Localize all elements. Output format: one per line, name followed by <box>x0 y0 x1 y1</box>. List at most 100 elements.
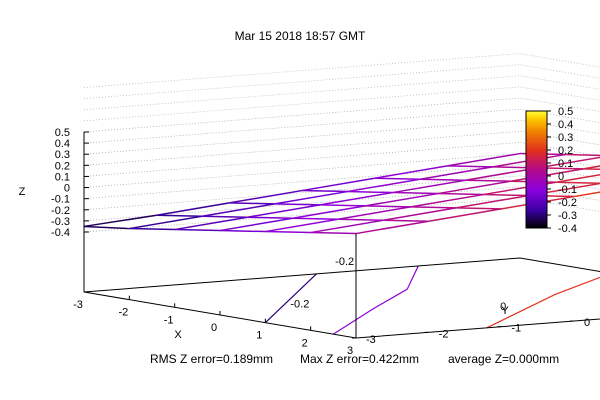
average-z-text: average Z=0.000mm <box>448 352 559 366</box>
surface-gridline <box>573 191 600 198</box>
z-tick-label: 0 <box>64 183 70 195</box>
surface-gridline <box>410 206 457 209</box>
surface-gridline <box>129 227 175 231</box>
colorbar-tick-label: -0.1 <box>558 184 577 196</box>
z-axis-label: Z <box>19 186 26 198</box>
surface-gridline <box>265 218 339 233</box>
surface-gridline <box>383 207 457 221</box>
surface-gridline <box>465 179 511 182</box>
colorbar <box>525 110 548 229</box>
contour-labels: -0.200.20.4-0.20 <box>290 256 506 313</box>
z-tick-label: 0.3 <box>55 149 70 161</box>
surface-gridline <box>319 191 393 206</box>
z-tick-label: -0.1 <box>51 194 70 206</box>
surface-gridline <box>419 178 466 181</box>
surface-gridline <box>374 177 421 180</box>
x-tick-labels: -3 -2 -1 0 1 2 3 <box>73 299 353 357</box>
colorbar-tick-label: 0 <box>558 171 564 183</box>
colorbar-tick-label: 0.2 <box>558 145 573 157</box>
z-tick-label: -0.3 <box>51 216 70 228</box>
colorbar-tick-label: -0.2 <box>558 197 577 209</box>
z-tick-label: -0.4 <box>51 227 70 239</box>
surface-gridline <box>410 193 484 208</box>
surface-gridline <box>247 216 293 219</box>
surface-gridline <box>347 178 421 193</box>
surface-gridline <box>428 208 502 222</box>
surface-gridline <box>455 194 529 209</box>
x-tick-label: 2 <box>302 337 308 349</box>
x-tick-label: -3 <box>73 299 83 311</box>
surface-gridline <box>583 168 600 171</box>
surface-gridline <box>174 216 248 231</box>
surface-gridline <box>355 220 429 235</box>
surface-gridline <box>292 205 366 219</box>
surface-gridline <box>365 192 439 207</box>
base-contour-line <box>333 265 419 335</box>
base-contours <box>264 265 600 335</box>
base-outline <box>83 257 600 339</box>
surface-gridline <box>537 156 600 169</box>
surface-gridline <box>265 230 311 234</box>
back-wall-gridline <box>83 97 600 133</box>
surface-gridline <box>483 193 529 197</box>
surface-gridline <box>337 218 384 221</box>
surface-gridline <box>310 219 384 234</box>
surface-gridline <box>419 166 493 180</box>
base-contour-line <box>264 273 317 324</box>
back-wall-gridline <box>83 86 600 122</box>
x-tick-label: 0 <box>211 322 217 334</box>
surface-gridline <box>201 203 275 217</box>
surface-gridline <box>201 215 248 218</box>
surface-gridline <box>565 153 600 157</box>
contour-label: 0 <box>500 301 506 313</box>
surface-gridline <box>292 217 339 220</box>
chart-title: Mar 15 2018 18:57 GMT <box>235 29 366 43</box>
z-tick-label: 0.5 <box>55 127 70 139</box>
z-tick-label: 0.4 <box>55 138 70 150</box>
surface-gridline <box>383 219 429 222</box>
surface-gridline <box>437 192 484 196</box>
surface-gridline <box>374 165 448 179</box>
surface-gridline <box>437 180 511 195</box>
surface-gridline <box>156 214 203 217</box>
colorbar-tick-label: 0.3 <box>558 132 573 144</box>
surface-gridline <box>319 204 366 207</box>
y-axis-label: Y <box>501 305 509 317</box>
surface-gridline <box>301 189 348 193</box>
colorbar-tick-label: -0.3 <box>558 210 577 222</box>
back-wall-gridline <box>83 108 600 144</box>
surface-gridline <box>156 202 230 216</box>
surface-gridline <box>83 214 157 228</box>
surface-gridline <box>174 228 221 232</box>
x-tick-label: 1 <box>256 330 262 342</box>
z-tick-label: 0.2 <box>55 160 70 172</box>
x-tick-label: 3 <box>347 345 353 357</box>
surface-mesh <box>83 152 600 235</box>
surface-gridline <box>555 173 600 183</box>
surface-gridline <box>347 190 393 194</box>
z-tick-labels: 0.50.40.30.20.10-0.1-0.2-0.3-0.4 <box>51 127 70 239</box>
colorbar-tick-label: 0.1 <box>558 158 573 170</box>
colorbar-ticks: 0.50.40.30.20.10-0.1-0.2-0.3-0.4 <box>547 106 577 235</box>
surface-gridline <box>129 215 203 230</box>
base-frame <box>83 257 600 339</box>
surface-gridline <box>392 179 466 194</box>
surface-gridline <box>447 165 493 168</box>
surface-gridline <box>274 203 321 206</box>
surface-gridline <box>337 206 411 220</box>
z-tick-label: -0.2 <box>51 205 70 217</box>
surface-gridline <box>301 177 375 192</box>
surface-gridline <box>583 165 600 170</box>
rms-error-text: RMS Z error=0.189mm <box>150 352 273 366</box>
y-tick-label: 0 <box>584 317 590 329</box>
surface-gridline <box>219 229 266 233</box>
surface-gridline <box>219 217 293 232</box>
surface-gridline <box>455 207 502 210</box>
surface-gridline <box>310 231 357 235</box>
surface-gridline <box>229 202 275 205</box>
contour-label: -0.2 <box>290 299 309 311</box>
x-tick-label: -1 <box>164 314 174 326</box>
base-contour-line <box>486 276 600 329</box>
